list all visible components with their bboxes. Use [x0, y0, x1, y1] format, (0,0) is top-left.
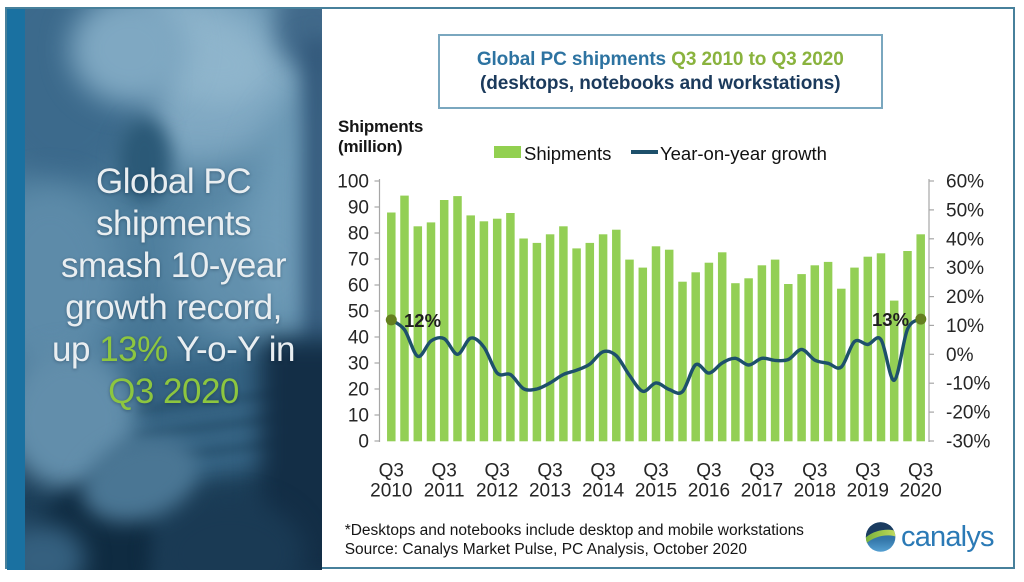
svg-text:2017: 2017 — [741, 481, 783, 502]
svg-text:0: 0 — [358, 432, 369, 453]
svg-text:-20%: -20% — [946, 403, 990, 424]
svg-text:50%: 50% — [946, 200, 984, 221]
svg-text:80: 80 — [348, 224, 369, 245]
svg-text:12%: 12% — [404, 310, 441, 331]
svg-text:Q3: Q3 — [537, 461, 562, 482]
svg-text:70: 70 — [348, 250, 369, 271]
svg-text:2019: 2019 — [847, 481, 889, 502]
svg-text:2012: 2012 — [476, 481, 518, 502]
svg-text:2013: 2013 — [529, 481, 571, 502]
svg-text:Q3: Q3 — [432, 461, 457, 482]
svg-text:0%: 0% — [946, 345, 974, 366]
svg-text:30: 30 — [348, 354, 369, 375]
svg-text:Q3: Q3 — [379, 461, 404, 482]
svg-text:100: 100 — [337, 172, 369, 193]
svg-text:2014: 2014 — [582, 481, 625, 502]
svg-text:90: 90 — [348, 198, 369, 219]
svg-text:Q3: Q3 — [855, 461, 880, 482]
svg-text:30%: 30% — [946, 258, 984, 279]
svg-text:2016: 2016 — [688, 481, 730, 502]
svg-text:2010: 2010 — [370, 481, 412, 502]
svg-text:20%: 20% — [946, 287, 984, 308]
svg-text:40: 40 — [348, 328, 369, 349]
svg-text:13%: 13% — [872, 309, 909, 330]
svg-text:-30%: -30% — [946, 432, 990, 453]
svg-text:60%: 60% — [946, 172, 984, 193]
svg-text:Q3: Q3 — [749, 461, 774, 482]
svg-text:Q3: Q3 — [908, 461, 933, 482]
svg-text:2015: 2015 — [635, 481, 677, 502]
svg-text:Q3: Q3 — [643, 461, 668, 482]
svg-text:10: 10 — [348, 406, 369, 427]
svg-text:Q3: Q3 — [590, 461, 615, 482]
svg-text:20: 20 — [348, 380, 369, 401]
svg-text:Q3: Q3 — [485, 461, 510, 482]
svg-text:Q3: Q3 — [802, 461, 827, 482]
svg-text:-10%: -10% — [946, 374, 990, 395]
svg-text:2020: 2020 — [900, 481, 942, 502]
svg-text:Q3: Q3 — [696, 461, 721, 482]
svg-text:2011: 2011 — [424, 481, 465, 502]
svg-text:40%: 40% — [946, 229, 984, 250]
svg-text:60: 60 — [348, 276, 369, 297]
svg-text:50: 50 — [348, 302, 369, 323]
svg-text:10%: 10% — [946, 316, 984, 337]
svg-text:2018: 2018 — [794, 481, 836, 502]
